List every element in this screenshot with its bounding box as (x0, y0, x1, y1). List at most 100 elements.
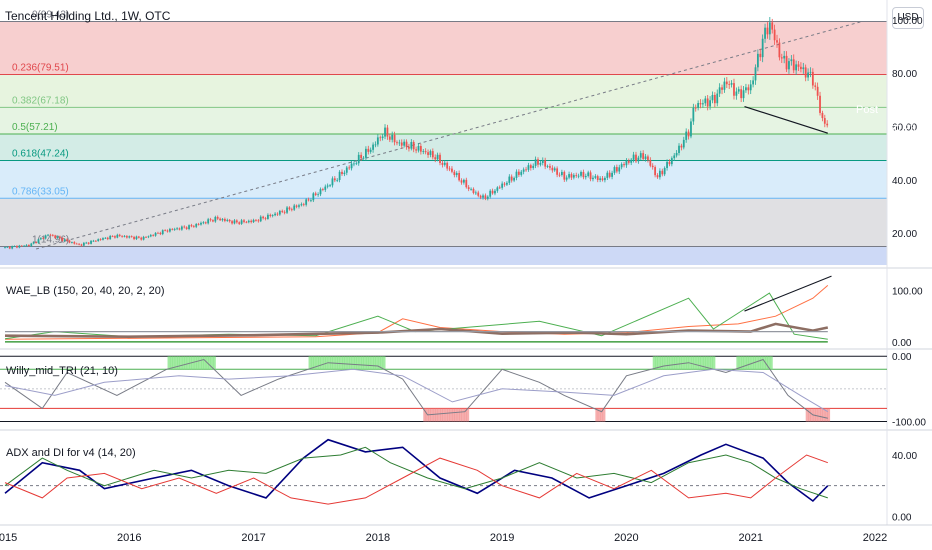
candle-body (188, 225, 190, 229)
willy-ob-zone (757, 356, 761, 370)
candle-body (400, 142, 403, 146)
fib-zone (0, 246, 887, 265)
wae-tick-label: 100.00 (892, 287, 923, 298)
willy-ob-zone (679, 356, 682, 370)
candle-body (687, 131, 690, 137)
candle-body (283, 211, 286, 213)
candle-body (345, 167, 348, 173)
candle-body (826, 123, 829, 126)
candle-body (59, 236, 61, 238)
candle-body (618, 167, 621, 172)
candle-body (785, 55, 788, 70)
candle-body (417, 146, 420, 151)
fib-trend-line (35, 20, 863, 250)
candle-body (336, 179, 339, 181)
candle-body (467, 187, 470, 190)
candle-body (594, 176, 597, 178)
candle-body (747, 87, 750, 91)
candle-body (90, 240, 92, 244)
wae-title: WAE_LB (150, 20, 40, 20, 2, 20) (6, 285, 165, 297)
candle-body (185, 227, 188, 229)
willy-ob-zone (210, 356, 214, 370)
candle-body (37, 239, 40, 243)
price-tick-label: 80.00 (892, 69, 917, 80)
candle-body (357, 154, 360, 164)
candle-body (125, 236, 128, 238)
willy-os-zone (435, 408, 439, 422)
willy-os-zone (466, 408, 470, 422)
candle-body (202, 222, 205, 224)
candle-body (295, 205, 298, 207)
candle-body (305, 199, 308, 205)
candle-body (49, 234, 52, 236)
willy-ob-zone (681, 356, 685, 370)
candle-body (180, 226, 183, 230)
price-tick-label: 40.00 (892, 176, 917, 187)
willy-ob-zone (736, 356, 740, 370)
candle-body (314, 193, 317, 195)
candle-body (522, 169, 525, 172)
candle-body (408, 146, 410, 149)
candle-body (333, 178, 336, 181)
willy-ob-zone (698, 356, 702, 370)
candle-body (396, 142, 398, 144)
willy-os-zone (810, 408, 814, 422)
candle-body (56, 236, 59, 239)
willy-series-line (4, 358, 828, 419)
currency-button[interactable]: USD (892, 7, 924, 29)
candle-body (20, 245, 23, 247)
candle-body (804, 67, 807, 78)
willy-title: Willy_mid_TRI (21, 10) (6, 365, 118, 377)
candle-body (807, 72, 809, 78)
candle-body (362, 157, 365, 159)
candle-body (675, 152, 678, 156)
candle-body (130, 236, 133, 238)
candle-body (47, 234, 49, 236)
willy-ob-zone (652, 356, 656, 370)
time-axis-label: 2015 (0, 532, 17, 544)
willy-series-line (4, 368, 829, 413)
candle-body (625, 160, 628, 166)
candle-body (166, 230, 169, 232)
willy-ob-zone (707, 356, 711, 370)
candle-body (32, 242, 35, 244)
price-tick-label: 20.00 (892, 229, 917, 240)
candle-body (257, 220, 260, 222)
candle-body (778, 42, 781, 58)
candle-body (745, 87, 747, 91)
candle-body (329, 185, 331, 187)
willy-ob-zone (669, 356, 673, 370)
candle-body (811, 71, 814, 86)
fib-zone (0, 160, 887, 199)
candle-body (513, 177, 515, 181)
candle-body (374, 144, 377, 146)
candle-body (247, 220, 250, 223)
candle-body (697, 103, 700, 109)
candle-body (317, 194, 320, 196)
candle-body (252, 219, 255, 223)
candle-body (348, 167, 351, 169)
candle-body (570, 174, 573, 178)
fib-label: 0.382(67.18) (12, 95, 69, 106)
candle-body (752, 80, 755, 85)
candle-body (207, 219, 210, 224)
candle-body (546, 166, 549, 167)
fib-label: 0(99.43) (32, 9, 69, 20)
candle-body (238, 222, 241, 224)
candle-body (814, 85, 817, 87)
candle-body (376, 137, 379, 145)
candle-body (606, 172, 609, 178)
candle-body (23, 245, 26, 247)
willy-ob-zone (760, 356, 764, 370)
willy-ob-zone (655, 356, 658, 370)
candle-body (728, 84, 731, 86)
candle-body (541, 160, 544, 163)
candle-body (324, 186, 327, 190)
fib-label: 0.786(33.05) (12, 186, 69, 197)
candle-body (250, 220, 253, 223)
candle-body (441, 162, 444, 165)
candle-body (415, 149, 417, 151)
candle-body (797, 64, 800, 67)
willy-ob-zone (373, 356, 376, 370)
